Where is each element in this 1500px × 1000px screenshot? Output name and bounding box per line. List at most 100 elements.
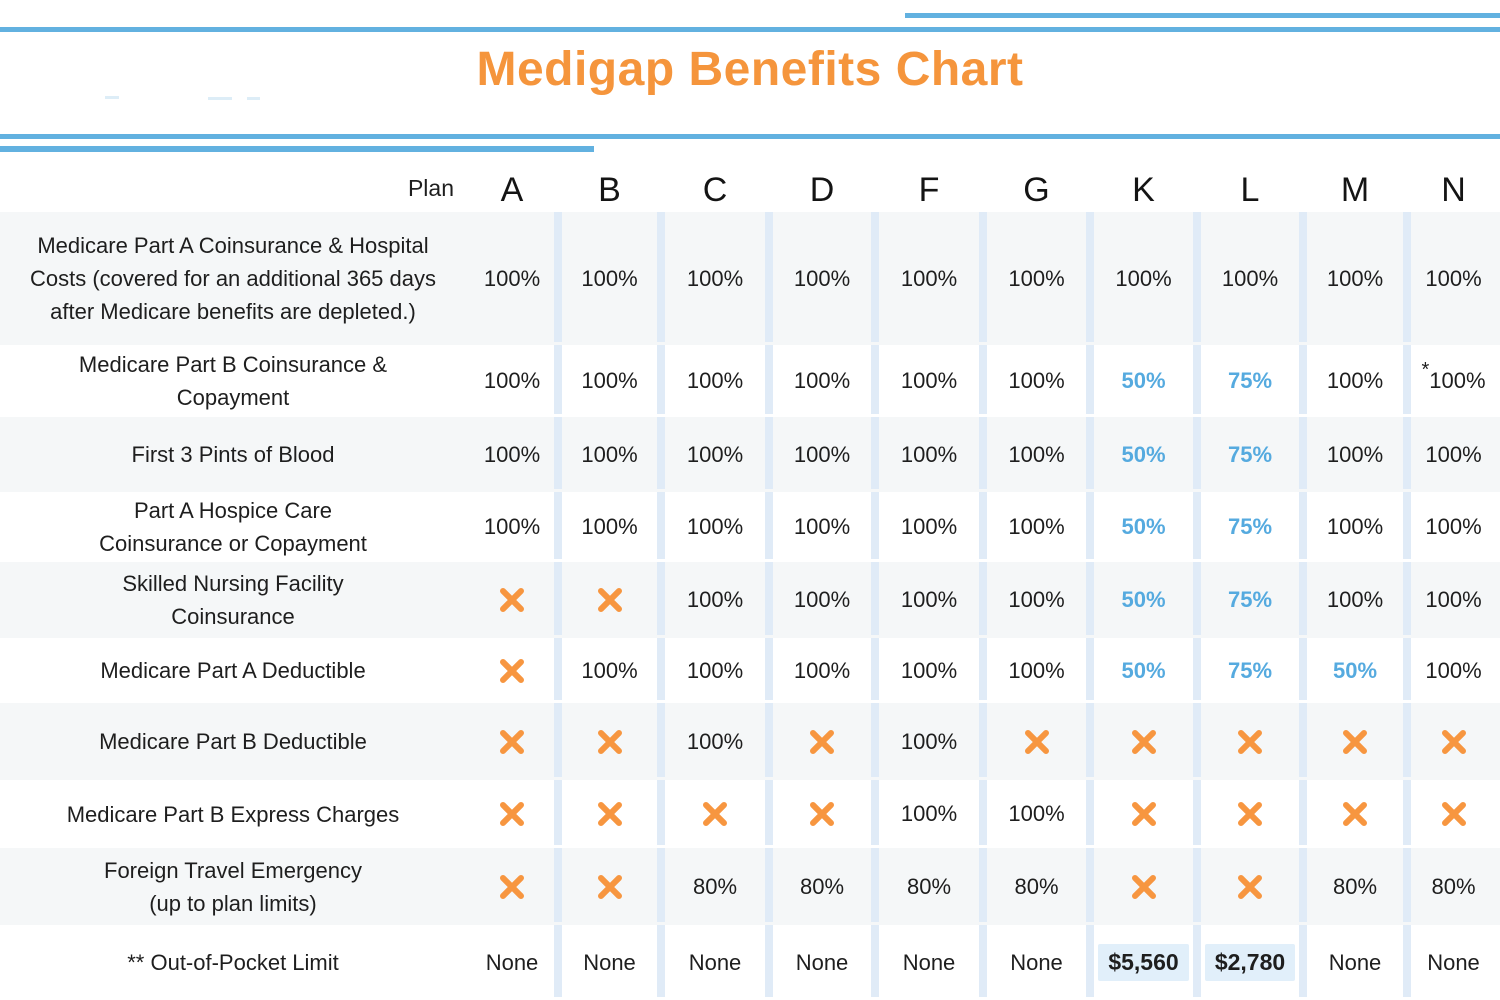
benefit-row: Medicare Part B Deductible 100% 100% xyxy=(0,703,1500,780)
not-covered-icon xyxy=(500,729,524,754)
benefit-label: Skilled Nursing Facility Coinsurance xyxy=(122,571,344,629)
benefit-value-cell-D: 100% xyxy=(765,638,875,703)
benefit-value-cell-G: 100% xyxy=(979,638,1090,703)
benefit-value-cell-L: 75% xyxy=(1193,638,1303,703)
not-covered-icon xyxy=(703,802,727,826)
not-covered-icon xyxy=(1238,729,1262,754)
benefit-value-cell-C: 100% xyxy=(657,492,769,562)
benefit-value-cell-A xyxy=(466,562,558,638)
benefit-value-cell-K: 50% xyxy=(1086,345,1197,417)
value-text: 100% xyxy=(686,441,744,467)
benefit-value-cell-F: 100% xyxy=(871,492,983,562)
benefit-value-cell-G: 100% xyxy=(979,212,1090,345)
not-covered-icon xyxy=(500,802,524,826)
not-covered-icon xyxy=(500,588,524,612)
value-text: 100% xyxy=(581,514,638,539)
title-accent-underline xyxy=(0,146,594,152)
value-text: 75% xyxy=(1227,514,1273,539)
benefit-value-cell-G: 100% xyxy=(979,562,1090,638)
value-text: 80% xyxy=(906,873,952,899)
value-text: 80% xyxy=(1332,873,1378,899)
benefit-value-cell-F: 100% xyxy=(871,638,983,703)
benefit-value-cell-C: 100% xyxy=(657,638,769,703)
benefit-value-cell-G: 80% xyxy=(979,848,1090,925)
value-text: 100% xyxy=(1221,265,1279,291)
benefit-row: Foreign Travel Emergency (up to plan lim… xyxy=(0,848,1500,925)
benefit-value-cell-K: 50% xyxy=(1086,638,1197,703)
value-text: 75% xyxy=(1227,441,1273,467)
value-text: 100% xyxy=(793,368,851,393)
plan-column-letter-L: L xyxy=(1240,171,1260,209)
value-text: 50% xyxy=(1121,657,1166,683)
benefit-value-cell-F: 80% xyxy=(871,848,983,925)
benefit-value-cell-K xyxy=(1086,703,1197,780)
benefit-value-cell-G xyxy=(979,703,1090,780)
not-covered-icon xyxy=(597,588,622,612)
value-text: 50% xyxy=(1121,441,1166,467)
value-text: 50% xyxy=(1121,514,1166,539)
benefit-value-cell-L xyxy=(1193,703,1303,780)
benefit-value-cell-G: None xyxy=(979,925,1090,1000)
value-text: 100% xyxy=(686,587,744,612)
benefit-label: ** Out-of-Pocket Limit xyxy=(127,950,339,975)
value-text: None xyxy=(795,949,849,975)
not-covered-icon xyxy=(1238,802,1262,826)
not-covered-icon xyxy=(810,729,834,754)
benefit-value-cell-F: 100% xyxy=(871,212,983,345)
benefit-row: Medicare Part A Coinsurance & Hospital C… xyxy=(0,212,1500,345)
value-text: 100% xyxy=(483,441,541,467)
value-text: 100% xyxy=(1326,441,1384,467)
benefit-value-cell-A: 100% xyxy=(466,212,558,345)
title-top-rule xyxy=(0,27,1500,32)
benefit-value-cell-F: None xyxy=(871,925,983,1000)
benefit-value-cell-D: 80% xyxy=(765,848,875,925)
benefit-value-cell-B xyxy=(554,780,661,848)
value-text: None xyxy=(1328,949,1382,975)
benefit-value-cell-C: 100% xyxy=(657,562,769,638)
not-covered-icon xyxy=(1441,729,1466,754)
benefit-label: Medicare Part A Coinsurance & Hospital C… xyxy=(29,233,436,324)
not-covered-icon xyxy=(500,658,524,683)
value-text: 100% xyxy=(1326,368,1384,393)
benefit-row: Medicare Part B Express Charges 100% 100% xyxy=(0,780,1500,848)
benefit-value-cell-M: 100% xyxy=(1299,562,1407,638)
benefit-value-cell-D: 100% xyxy=(765,417,875,492)
benefit-value-cell-B: 100% xyxy=(554,417,661,492)
benefit-value-cell-C: 100% xyxy=(657,212,769,345)
plan-column-letter-A: A xyxy=(500,171,524,209)
benefit-value-cell-M: 100% xyxy=(1299,417,1407,492)
benefit-value-cell-K: $5,560 xyxy=(1086,925,1197,1000)
benefit-value-cell-C: 80% xyxy=(657,848,769,925)
value-text: 100% xyxy=(581,441,638,467)
value-text: 100% xyxy=(1326,514,1384,539)
not-covered-icon xyxy=(1024,729,1049,754)
value-text: None xyxy=(1427,949,1480,975)
benefit-value-cell-G: 100% xyxy=(979,417,1090,492)
value-text: 100% xyxy=(1008,441,1065,467)
value-text: 100% xyxy=(900,587,958,612)
benefit-value-cell-L xyxy=(1193,848,1303,925)
benefit-value-cell-N: None xyxy=(1403,925,1500,1000)
benefit-value-cell-L: 75% xyxy=(1193,417,1303,492)
table-header-row: Plan A B C D F G K L M N xyxy=(0,165,1500,212)
value-text: 75% xyxy=(1227,368,1273,393)
benefit-value-cell-A: 100% xyxy=(466,417,558,492)
value-highlight: $5,560 xyxy=(1098,944,1189,981)
benefit-value-cell-N: * 100% xyxy=(1403,345,1500,417)
benefit-value-cell-B: 100% xyxy=(554,212,661,345)
watermark-remnant xyxy=(105,96,119,99)
value-text: 100% xyxy=(793,514,851,539)
benefit-value-cell-C: 100% xyxy=(657,417,769,492)
benefit-value-cell-G: 100% xyxy=(979,780,1090,848)
benefit-value-cell-M: 100% xyxy=(1299,212,1407,345)
not-covered-icon xyxy=(1131,874,1156,899)
value-text: 80% xyxy=(692,873,738,899)
benefit-value-cell-N xyxy=(1403,703,1500,780)
benefit-row: Part A Hospice Care Coinsurance or Copay… xyxy=(0,492,1500,562)
value-text: 100% xyxy=(581,265,638,291)
value-text: 100% xyxy=(1008,368,1065,393)
value-text: 100% xyxy=(900,265,958,291)
not-covered-icon xyxy=(1441,802,1466,826)
benefit-row: Medicare Part A Deductible 100% 100% 100% 10… xyxy=(0,638,1500,703)
